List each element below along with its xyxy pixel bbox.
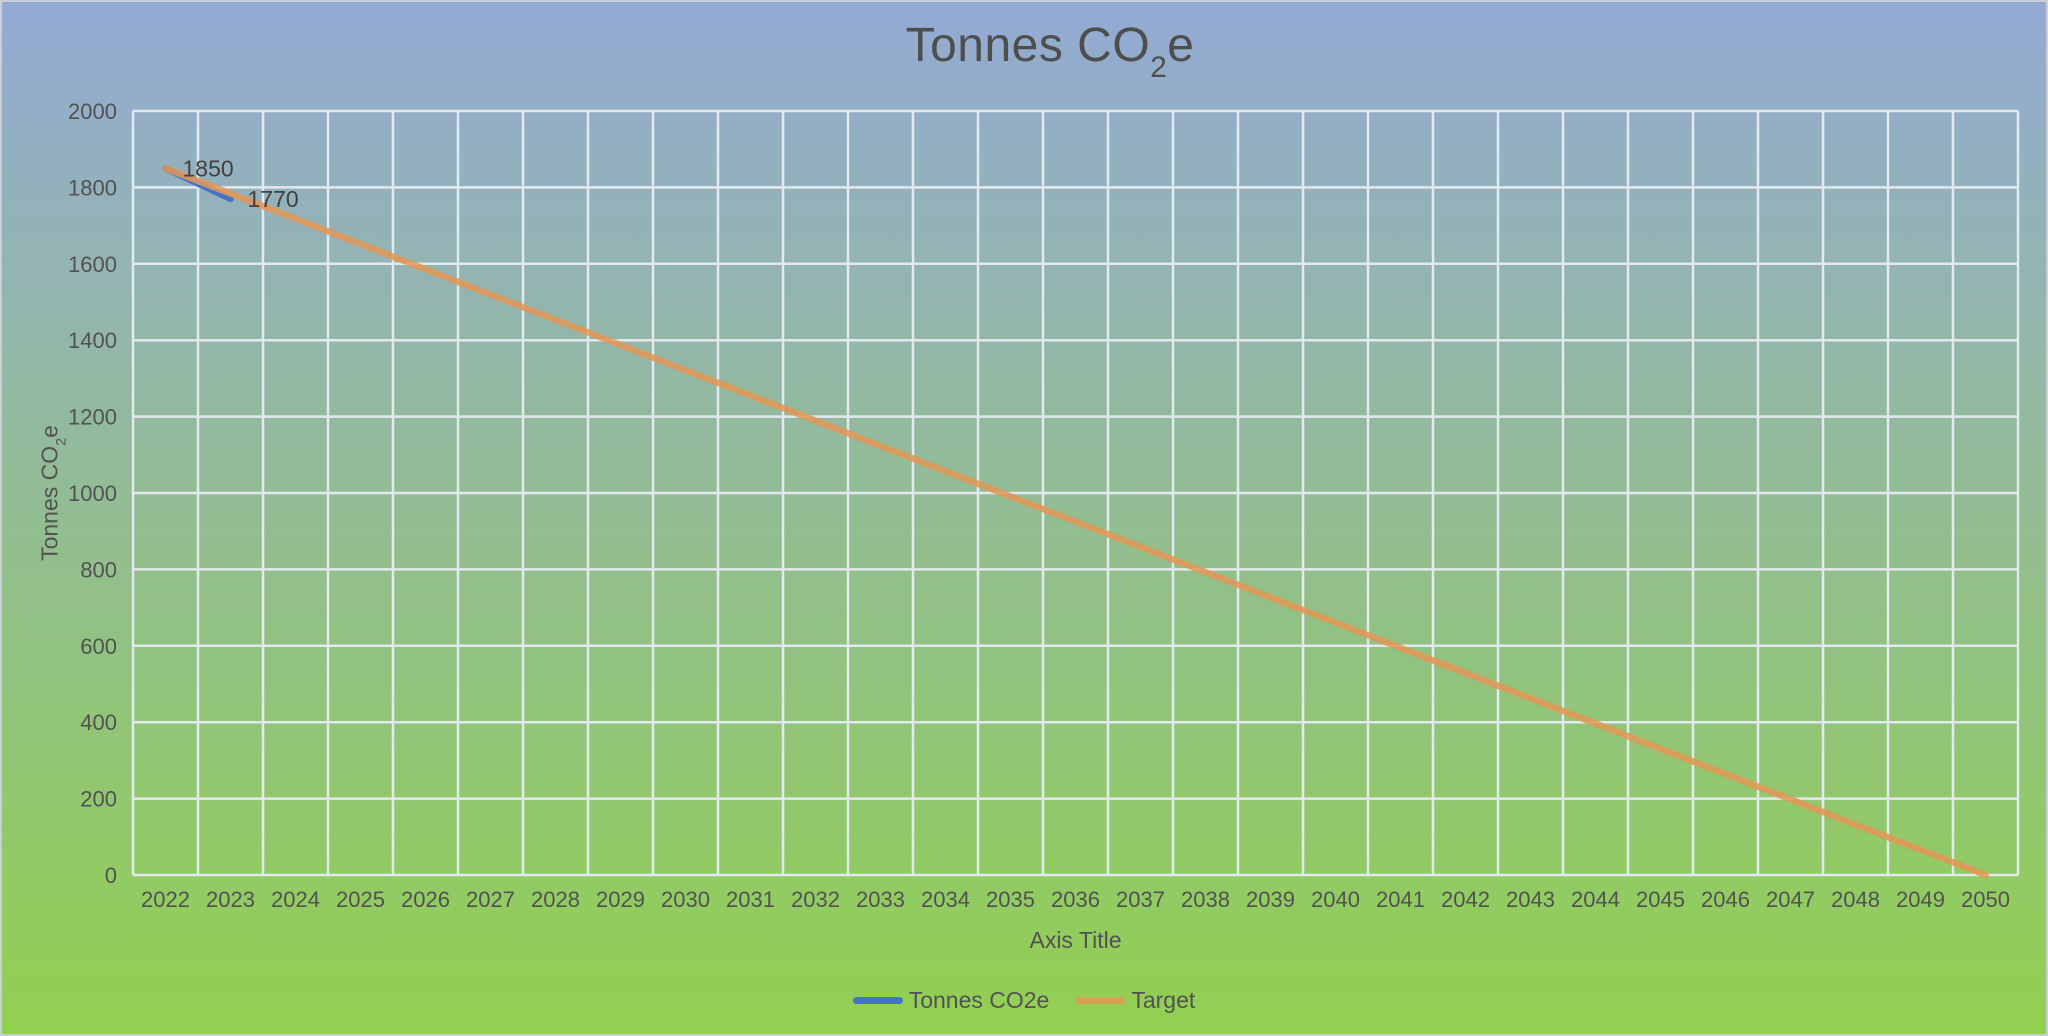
x-tick-label: 2023	[206, 887, 255, 912]
x-tick-label: 2029	[596, 887, 645, 912]
legend-label-target: Target	[1131, 987, 1196, 1013]
chart-title-suffix: e	[1167, 19, 1195, 72]
data-label-tonnes-co2e: 1770	[248, 186, 299, 212]
chart-title-subscript: 2	[1150, 50, 1168, 84]
x-tick-label: 2041	[1376, 887, 1425, 912]
x-tick-label: 2044	[1571, 887, 1620, 912]
x-tick-label: 2049	[1896, 887, 1945, 912]
x-tick-label: 2031	[726, 887, 775, 912]
x-tick-label: 2050	[1961, 887, 2010, 912]
x-tick-label: 2037	[1116, 887, 1165, 912]
y-tick-label: 2000	[68, 99, 117, 124]
x-tick-label: 2032	[791, 887, 840, 912]
y-tick-label: 1000	[68, 481, 117, 506]
y-tick-label: 400	[80, 710, 117, 735]
y-axis-title-suffix: e	[36, 425, 63, 438]
x-tick-label: 2027	[466, 887, 515, 912]
y-axis-title-text: Tonnes CO	[36, 445, 63, 561]
chart-title-text: Tonnes CO	[905, 19, 1151, 72]
y-tick-label: 1800	[68, 175, 117, 200]
y-tick-label: 1400	[68, 328, 117, 353]
x-tick-label: 2043	[1506, 887, 1555, 912]
x-tick-label: 2035	[986, 887, 1035, 912]
legend-item-tonnes-co2e: Tonnes CO2e	[852, 987, 1050, 1014]
x-tick-label: 2022	[141, 887, 190, 912]
x-tick-label: 2026	[401, 887, 450, 912]
x-axis-title: Axis Title	[1029, 927, 1122, 953]
legend: Tonnes CO2e Target	[2, 987, 2046, 1014]
x-tick-label: 2046	[1701, 887, 1750, 912]
legend-swatch-target-line	[1075, 997, 1126, 1004]
x-tick-label: 2028	[531, 887, 580, 912]
x-tick-label: 2033	[856, 887, 905, 912]
x-tick-label: 2040	[1311, 887, 1360, 912]
data-label-tonnes-co2e: 1850	[183, 155, 234, 181]
x-tick-label: 2047	[1766, 887, 1815, 912]
x-tick-label: 2036	[1051, 887, 1100, 912]
x-tick-label: 2025	[336, 887, 385, 912]
legend-swatch-tonnes-co2e-line	[852, 997, 903, 1004]
y-axis-title-subscript: 2	[53, 437, 70, 446]
chart-title: Tonnes CO2e	[28, 18, 2046, 82]
y-tick-label: 0	[105, 863, 117, 888]
y-tick-label: 1200	[68, 405, 117, 430]
x-tick-label: 2048	[1831, 887, 1880, 912]
x-tick-label: 2045	[1636, 887, 1685, 912]
x-tick-label: 2030	[661, 887, 710, 912]
x-tick-label: 2042	[1441, 887, 1490, 912]
x-tick-label: 2039	[1246, 887, 1295, 912]
series-line-target	[162, 165, 1989, 879]
x-tick-label: 2024	[271, 887, 320, 912]
y-axis-title: Tonnes CO2e	[36, 425, 70, 561]
y-tick-label: 1600	[68, 252, 117, 277]
y-tick-label: 600	[80, 634, 117, 659]
x-tick-label: 2038	[1181, 887, 1230, 912]
y-tick-label: 800	[80, 557, 117, 582]
legend-item-target: Target	[1075, 987, 1195, 1014]
y-tick-label: 200	[80, 787, 117, 812]
legend-label-tonnes-co2e: Tonnes CO2e	[908, 987, 1050, 1013]
x-tick-label: 2034	[921, 887, 970, 912]
